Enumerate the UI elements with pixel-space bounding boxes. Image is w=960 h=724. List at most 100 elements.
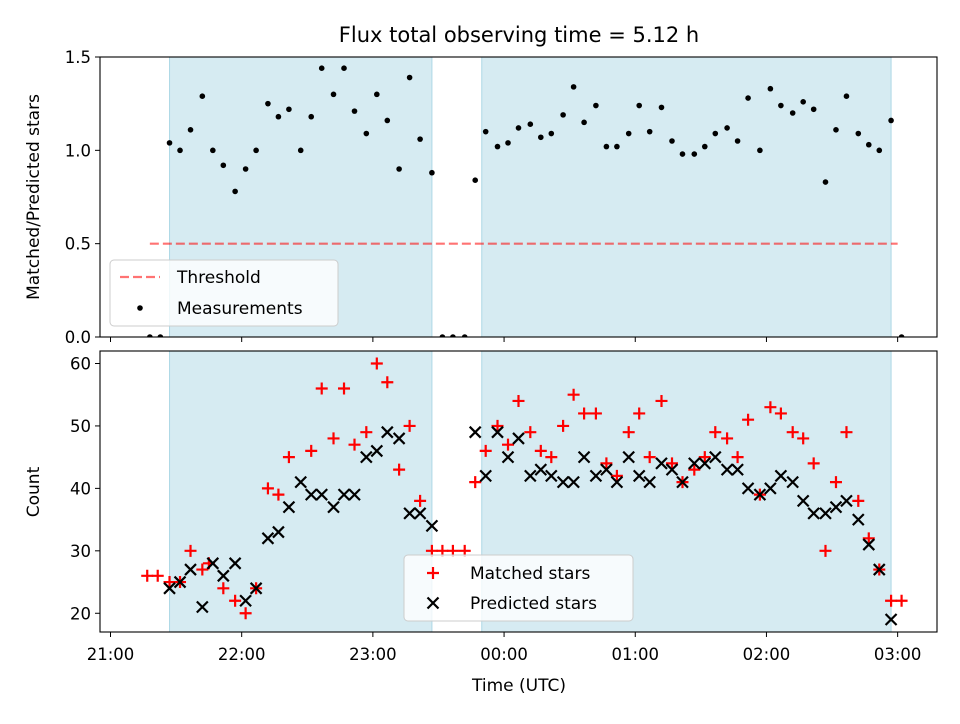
measurement-point xyxy=(384,117,391,124)
measurement-point xyxy=(625,130,632,137)
measurement-point xyxy=(166,140,173,146)
predicted-star-point xyxy=(294,475,308,489)
top-legend: Threshold Measurements xyxy=(109,259,339,327)
measurement-point xyxy=(439,334,446,337)
matched-star-point xyxy=(534,444,547,457)
matched-star-point xyxy=(196,563,209,576)
measurement-point xyxy=(187,127,194,133)
measurement-point xyxy=(242,166,249,172)
measurement-point xyxy=(527,121,534,127)
top-y-tick-label: 1.0 xyxy=(65,141,91,160)
matched-star-point xyxy=(622,426,635,439)
measurement-point xyxy=(876,147,883,154)
predicted-star-point xyxy=(304,488,318,501)
measurement-point xyxy=(636,102,642,109)
measurement-point xyxy=(658,104,665,111)
x-tick-label: 02:00 xyxy=(743,645,791,664)
matched-star-point xyxy=(184,544,197,557)
predicted-star-point xyxy=(753,488,767,501)
predicted-star-point xyxy=(239,594,252,608)
predicted-star-point xyxy=(698,457,712,470)
measurement-point xyxy=(330,91,337,98)
matched-star-point xyxy=(239,607,252,620)
measurement-point xyxy=(778,102,784,109)
measurement-point xyxy=(833,127,839,133)
predicted-star-point xyxy=(360,450,373,464)
measurement-point xyxy=(220,162,227,169)
x-tick-label: 03:00 xyxy=(874,645,922,664)
x-tick-label: 22:00 xyxy=(218,645,266,664)
bottom-shaded-interval xyxy=(169,350,433,633)
matched-star-point xyxy=(469,476,482,489)
matched-star-point xyxy=(524,426,537,439)
measurement-point xyxy=(210,147,216,154)
legend-predicted-swatch xyxy=(426,596,440,610)
predicted-star-point xyxy=(282,500,296,514)
measurement-point xyxy=(308,113,315,120)
predicted-star-point xyxy=(512,432,525,445)
top-y-axis-label: Matched/Predicted stars xyxy=(24,94,44,300)
matched-star-point xyxy=(589,407,602,420)
predicted-star-point xyxy=(577,450,591,464)
measurement-point xyxy=(548,130,555,137)
predicted-star-point xyxy=(249,582,263,595)
matched-star-point xyxy=(786,426,799,439)
legend-matched-swatch xyxy=(427,567,439,579)
measurement-point xyxy=(646,128,653,135)
matched-star-point xyxy=(370,357,383,370)
measurement-point xyxy=(724,125,730,131)
measurement-point xyxy=(297,147,304,154)
measurement-point xyxy=(855,130,862,137)
predicted-star-point xyxy=(534,463,548,476)
predicted-star-point xyxy=(731,463,744,476)
measurement-point xyxy=(800,99,806,105)
measurement-point xyxy=(147,334,153,337)
matched-star-point xyxy=(327,432,340,445)
matched-star-point xyxy=(567,388,580,401)
matched-star-point xyxy=(633,407,646,420)
matched-star-point xyxy=(491,419,504,432)
measurement-point xyxy=(199,93,206,99)
matched-star-point xyxy=(807,457,820,470)
matched-star-point xyxy=(305,444,318,457)
matched-star-point xyxy=(545,451,558,464)
predicted-star-point xyxy=(600,463,613,476)
top-y-tick-label: 0.5 xyxy=(65,235,91,254)
measurement-point xyxy=(560,112,566,118)
predicted-star-point xyxy=(272,525,285,539)
measurement-point xyxy=(374,91,380,98)
predicted-star-point xyxy=(796,494,810,508)
measurement-point xyxy=(843,93,850,99)
legend-measurements-label: Measurements xyxy=(177,299,303,319)
measurement-point xyxy=(789,110,796,116)
predicted-star-point xyxy=(862,538,876,551)
predicted-star-point xyxy=(610,475,624,489)
measurement-point xyxy=(417,136,423,142)
matched-star-point xyxy=(414,494,427,507)
predicted-star-point xyxy=(665,463,679,476)
matched-star-point xyxy=(381,376,394,389)
measurement-point xyxy=(363,130,370,137)
predicted-star-point xyxy=(688,457,701,470)
predicted-star-point xyxy=(425,519,439,533)
x-tick-label: 01:00 xyxy=(611,645,659,664)
measurement-point xyxy=(157,334,164,337)
predicted-star-point xyxy=(403,507,416,520)
matched-star-point xyxy=(393,463,406,476)
top-shaded-interval xyxy=(481,56,892,338)
matched-star-point xyxy=(217,582,230,595)
matched-star-point xyxy=(151,569,164,582)
bottom-y-tick-label: 60 xyxy=(70,354,91,373)
measurement-point xyxy=(286,106,292,113)
predicted-star-point xyxy=(370,444,384,458)
measurement-point xyxy=(701,143,708,150)
measurement-point xyxy=(757,147,763,154)
matched-star-point xyxy=(721,432,734,445)
predicted-star-point xyxy=(206,557,220,570)
predicted-star-point xyxy=(643,475,656,489)
predicted-star-point xyxy=(163,582,176,595)
predicted-star-point xyxy=(655,457,668,470)
measurement-point xyxy=(898,334,905,337)
predicted-star-point xyxy=(228,557,242,570)
matched-star-point xyxy=(774,407,787,420)
